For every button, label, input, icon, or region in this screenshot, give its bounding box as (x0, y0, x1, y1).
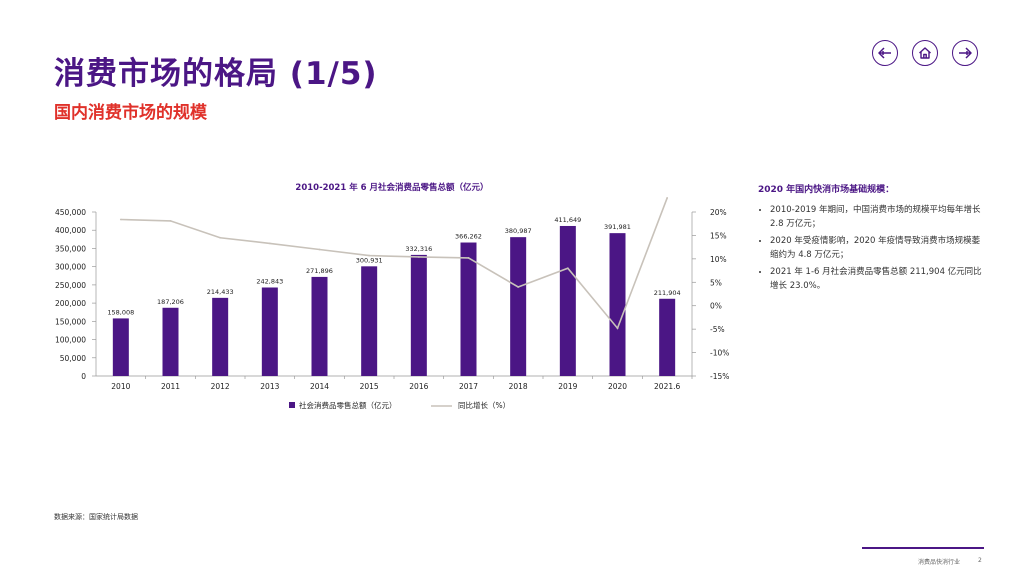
bar (559, 225, 576, 376)
legend-bar-label: 社会消费品零售总额（亿元） (299, 400, 397, 410)
y-right-tick-label: -10% (710, 349, 729, 358)
panel-bullet: 2020 年受疫情影响，2020 年疫情导致消费市场规模萎缩约为 4.8 万亿元… (770, 234, 986, 262)
y-right-tick-label: 0% (710, 302, 722, 311)
bar-value-label: 187,206 (157, 298, 184, 306)
x-tick-label: 2010 (111, 382, 130, 391)
footer-text: 消费品快消行业 (918, 559, 961, 566)
x-tick-label: 2019 (558, 382, 577, 391)
bar (609, 233, 626, 376)
home-icon (919, 47, 931, 59)
growth-point (666, 197, 669, 199)
panel-title: 2020 年国内快消市场基础规模： (758, 185, 895, 195)
panel-bullet: 2021 年 1-6 月社会消费品零售总额 211,904 亿元同比增长 23.… (770, 265, 986, 293)
bar-value-label: 366,262 (455, 233, 482, 241)
growth-point (616, 327, 619, 330)
bar-value-label: 380,987 (505, 227, 532, 235)
x-tick-label: 2017 (459, 382, 478, 391)
growth-point (467, 257, 470, 259)
bar-value-label: 391,981 (604, 223, 631, 231)
y-right-tick-label: 10% (710, 255, 727, 264)
y-left-tick-label: 200,000 (55, 299, 86, 308)
panel-bullet: 2010-2019 年期间，中国消费市场的规模平均每年增长 2.8 万亿元； (770, 203, 986, 231)
growth-point (219, 236, 222, 239)
bar (510, 237, 527, 376)
growth-point (169, 220, 172, 222)
bar (311, 276, 328, 376)
x-tick-label: 2013 (260, 382, 279, 391)
bar-value-label: 411,649 (554, 216, 581, 224)
y-left-tick-label: 0 (81, 372, 86, 381)
arrow-left-icon (878, 47, 891, 59)
y-left-tick-label: 350,000 (55, 244, 86, 253)
y-left-tick-label: 100,000 (55, 336, 86, 345)
nav-controls (872, 40, 978, 66)
growth-point (368, 254, 371, 257)
info-panel: 2020 年国内快消市场基础规模： 2010-2019 年期间，中国消费市场的规… (758, 182, 986, 296)
bar (361, 266, 378, 376)
legend-line-label: 同比增长（%） (458, 400, 510, 410)
bar (261, 287, 278, 376)
y-left-tick-label: 400,000 (55, 226, 86, 235)
x-tick-label: 2011 (161, 382, 180, 391)
x-tick-label: 2016 (409, 382, 428, 391)
bar-value-label: 242,843 (256, 277, 283, 285)
footer-divider (862, 547, 984, 549)
bar-value-label: 271,896 (306, 267, 333, 275)
x-tick-label: 2014 (310, 382, 329, 391)
page-title: 消费市场的格局 (1/5) (54, 56, 378, 92)
bar (410, 254, 427, 376)
x-tick-label: 2020 (608, 382, 627, 391)
bar (162, 307, 179, 376)
y-left-tick-label: 300,000 (55, 263, 86, 272)
bar (212, 297, 229, 376)
growth-point (566, 267, 569, 270)
growth-point (268, 242, 271, 245)
bar (460, 242, 477, 376)
chart-title: 2010-2021 年 6 月社会消费品零售总额（亿元） (295, 182, 488, 193)
growth-point (318, 248, 321, 251)
panel-bullets: 2010-2019 年期间，中国消费市场的规模平均每年增长 2.8 万亿元； 2… (758, 203, 986, 293)
legend-bar-swatch (289, 402, 295, 408)
bar-value-label: 158,008 (107, 308, 134, 316)
bar-value-label: 211,904 (654, 289, 681, 297)
growth-point (119, 218, 122, 221)
y-right-tick-label: -15% (710, 372, 729, 381)
home-button[interactable] (912, 40, 938, 66)
x-tick-label: 2018 (509, 382, 528, 391)
y-left-tick-label: 50,000 (60, 354, 86, 363)
y-left-tick-label: 450,000 (55, 208, 86, 217)
bar (659, 298, 676, 376)
page-number: 2 (978, 557, 982, 564)
y-left-tick-label: 250,000 (55, 281, 86, 290)
y-right-tick-label: -5% (710, 325, 725, 334)
next-button[interactable] (952, 40, 978, 66)
prev-button[interactable] (872, 40, 898, 66)
data-source: 数据来源：国家统计局数据 (54, 513, 138, 521)
y-right-tick-label: 15% (710, 231, 727, 240)
y-left-tick-label: 150,000 (55, 317, 86, 326)
arrow-right-icon (959, 47, 972, 59)
bar-value-label: 332,316 (405, 245, 432, 253)
bar-value-label: 214,433 (207, 288, 234, 296)
y-right-tick-label: 20% (710, 208, 727, 217)
page-subtitle: 国内消费市场的规模 (54, 103, 207, 123)
bar-value-label: 300,931 (356, 256, 383, 264)
growth-line (120, 197, 668, 330)
bar (112, 318, 129, 376)
y-right-tick-label: 5% (710, 278, 722, 287)
growth-point (517, 286, 520, 288)
growth-point (417, 256, 420, 258)
x-tick-label: 2021.6 (654, 382, 680, 391)
x-tick-label: 2015 (360, 382, 379, 391)
x-tick-label: 2012 (211, 382, 230, 391)
